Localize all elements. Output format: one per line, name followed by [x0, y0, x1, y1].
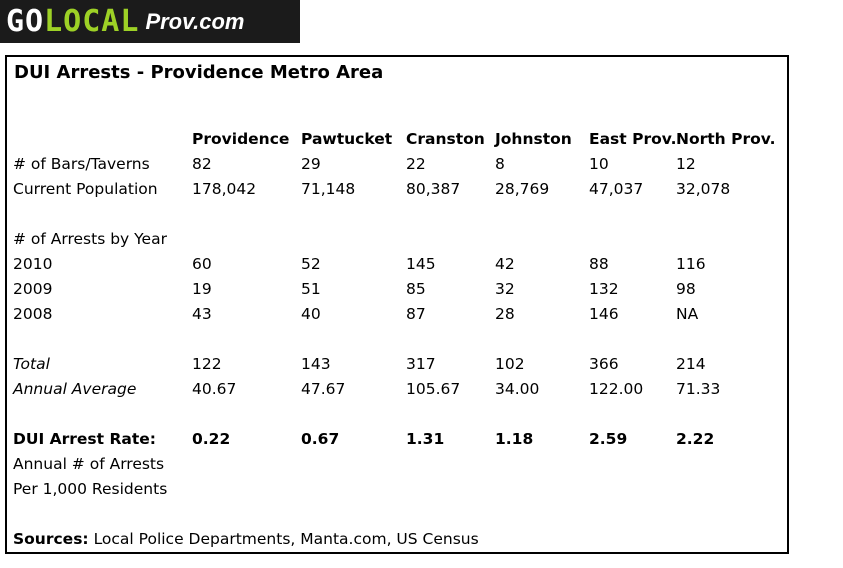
cell-rate-pawtucket: 0.67	[301, 430, 340, 448]
row-label-annual-average: Annual Average	[13, 380, 137, 398]
cell-2009-pawtucket: 51	[301, 280, 321, 298]
cell-2008-providence: 43	[192, 305, 212, 323]
cell-population-east-prov: 47,037	[589, 180, 644, 198]
sources-line: Sources: Local Police Departments, Manta…	[13, 529, 479, 549]
cell-bars-north-prov: 12	[676, 155, 696, 173]
cell-2008-cranston: 87	[406, 305, 426, 323]
cell-total-east-prov: 366	[589, 355, 619, 373]
cell-2008-johnston: 28	[495, 305, 515, 323]
cell-2009-north-prov: 98	[676, 280, 696, 298]
cell-average-cranston: 105.67	[406, 380, 461, 398]
cell-rate-providence: 0.22	[192, 430, 231, 448]
cell-total-pawtucket: 143	[301, 355, 331, 373]
cell-rate-johnston: 1.18	[495, 430, 534, 448]
row-label-arrests-by-year: # of Arrests by Year	[13, 230, 167, 248]
cell-2010-pawtucket: 52	[301, 255, 321, 273]
row-label-2010: 2010	[13, 255, 53, 273]
cell-population-north-prov: 32,078	[676, 180, 731, 198]
sources-text: Local Police Departments, Manta.com, US …	[93, 530, 479, 548]
row-label-dui-arrest-rate: DUI Arrest Rate:	[13, 430, 156, 448]
cell-rate-east-prov: 2.59	[589, 430, 628, 448]
cell-total-providence: 122	[192, 355, 222, 373]
cell-2008-pawtucket: 40	[301, 305, 321, 323]
cell-population-johnston: 28,769	[495, 180, 550, 198]
cell-average-pawtucket: 47.67	[301, 380, 346, 398]
cell-2010-cranston: 145	[406, 255, 436, 273]
cell-2009-johnston: 32	[495, 280, 515, 298]
cell-population-providence: 178,042	[192, 180, 257, 198]
cell-2010-providence: 60	[192, 255, 212, 273]
logo-prov-com: Prov.com	[145, 8, 245, 34]
cell-average-johnston: 34.00	[495, 380, 540, 398]
logo-wordmark: GOLOCAL	[6, 3, 140, 39]
rate-note-line1: Annual # of Arrests	[13, 455, 165, 473]
table-title: DUI Arrests - Providence Metro Area	[14, 62, 384, 83]
dui-table: DUI Arrests - Providence Metro Area Prov…	[5, 55, 789, 554]
cell-total-north-prov: 214	[676, 355, 706, 373]
cell-average-providence: 40.67	[192, 380, 237, 398]
cell-2010-johnston: 42	[495, 255, 515, 273]
col-header-cranston: Cranston	[406, 130, 485, 148]
col-header-johnston: Johnston	[495, 130, 572, 148]
col-header-east-prov: East Prov.	[589, 130, 677, 148]
cell-population-cranston: 80,387	[406, 180, 461, 198]
row-label-bars: # of Bars/Taverns	[13, 155, 150, 173]
cell-bars-providence: 82	[192, 155, 212, 173]
cell-average-north-prov: 71.33	[676, 380, 721, 398]
cell-2010-east-prov: 88	[589, 255, 609, 273]
cell-bars-cranston: 22	[406, 155, 426, 173]
golocal-logo[interactable]: GOLOCAL Prov.com	[0, 0, 300, 43]
cell-bars-johnston: 8	[495, 155, 505, 173]
cell-total-johnston: 102	[495, 355, 525, 373]
cell-2009-cranston: 85	[406, 280, 426, 298]
col-header-north-prov: North Prov.	[676, 130, 776, 148]
col-header-providence: Providence	[192, 130, 290, 148]
cell-average-east-prov: 122.00	[589, 380, 644, 398]
cell-2010-north-prov: 116	[676, 255, 706, 273]
row-label-2008: 2008	[13, 305, 53, 323]
cell-total-cranston: 317	[406, 355, 436, 373]
col-header-pawtucket: Pawtucket	[301, 130, 393, 148]
row-label-2009: 2009	[13, 280, 53, 298]
cell-population-pawtucket: 71,148	[301, 180, 356, 198]
cell-rate-cranston: 1.31	[406, 430, 445, 448]
cell-bars-pawtucket: 29	[301, 155, 321, 173]
cell-2008-east-prov: 146	[589, 305, 619, 323]
rate-note-line2: Per 1,000 Residents	[13, 480, 168, 498]
row-label-population: Current Population	[13, 180, 158, 198]
cell-rate-north-prov: 2.22	[676, 430, 715, 448]
cell-2009-east-prov: 132	[589, 280, 619, 298]
cell-bars-east-prov: 10	[589, 155, 609, 173]
cell-2009-providence: 19	[192, 280, 212, 298]
sources-label: Sources:	[13, 530, 89, 548]
row-label-total: Total	[13, 355, 50, 373]
cell-2008-north-prov: NA	[676, 305, 699, 323]
